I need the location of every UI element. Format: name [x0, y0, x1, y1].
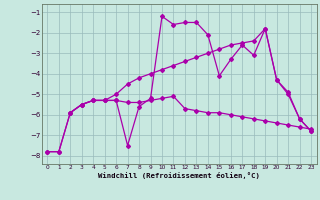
X-axis label: Windchill (Refroidissement éolien,°C): Windchill (Refroidissement éolien,°C) — [98, 172, 260, 179]
